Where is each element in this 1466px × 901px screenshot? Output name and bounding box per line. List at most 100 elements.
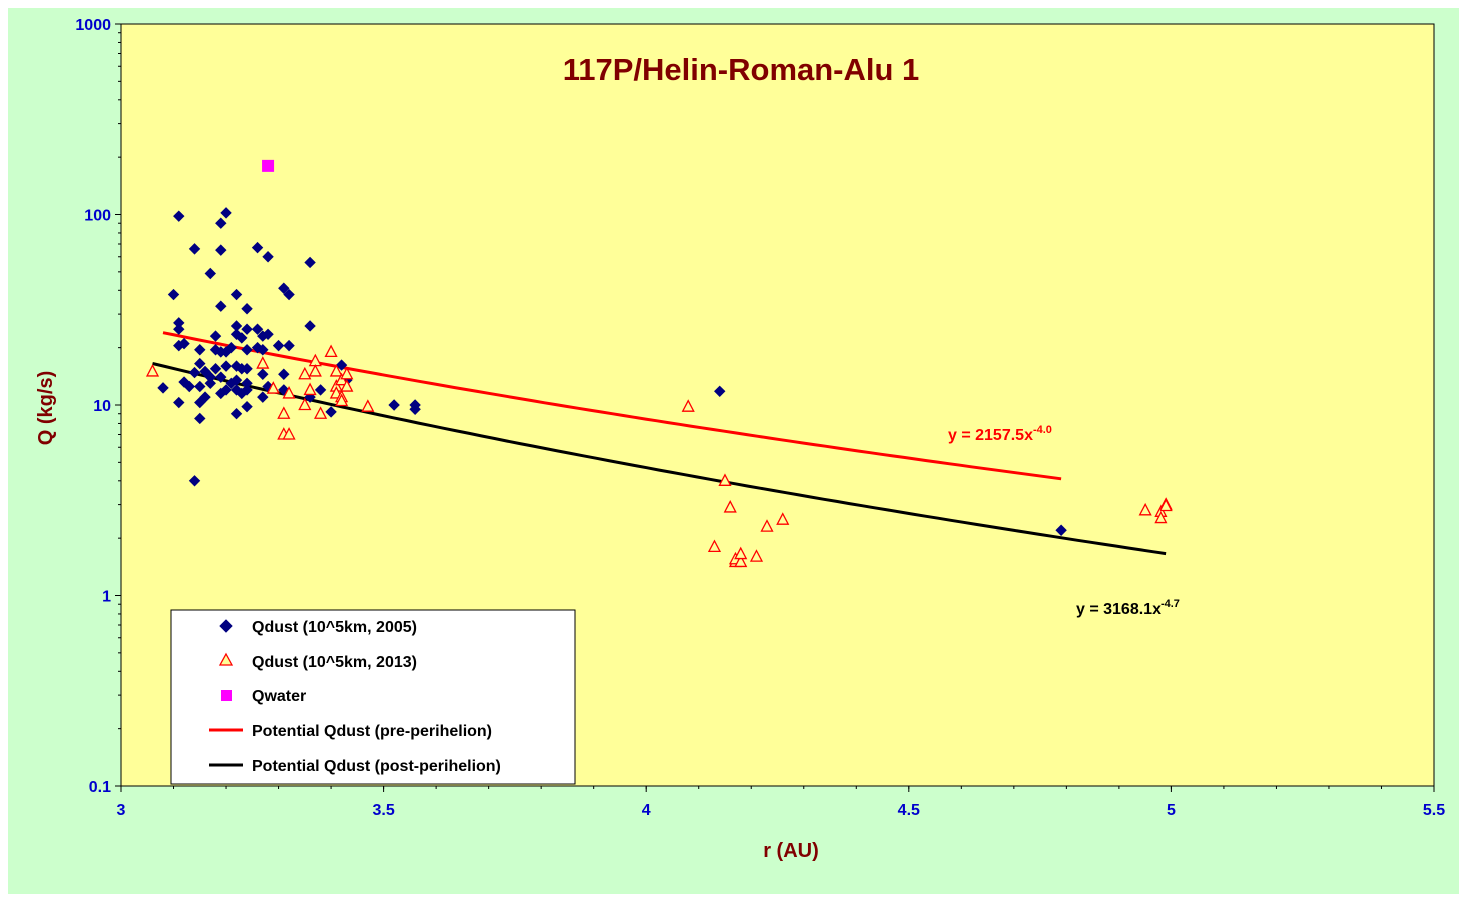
qdust-2005-point xyxy=(241,303,253,315)
qdust-2005-point xyxy=(257,344,269,356)
qdust-2013-point xyxy=(256,356,270,369)
y-tick-label: 10 xyxy=(93,398,111,415)
qdust-2013-point xyxy=(308,364,322,377)
ticks-layer: 0.1 1 10 100 1000 3 3.5 4 4.5 5 5.5 xyxy=(75,17,1445,819)
qdust-2005-point xyxy=(204,377,216,390)
chart-title: 117P/Helin-Roman-Alu 1 xyxy=(563,52,920,87)
qdust-2005-point xyxy=(204,371,216,383)
qdust-2005-point xyxy=(188,366,201,379)
qdust-2013-point xyxy=(324,344,338,358)
qdust-2005-point xyxy=(220,360,232,372)
qdust-2013-point xyxy=(361,399,375,412)
qdust-2005-point xyxy=(241,363,253,375)
qdust-2005-point xyxy=(251,323,264,335)
legend-item-qdust-2013: Qdust (10^5km, 2013) xyxy=(218,652,417,671)
qdust-2005-point xyxy=(194,344,206,356)
qdust-2005-point xyxy=(283,339,295,352)
qdust-2013-point xyxy=(298,397,312,411)
qdust-2013-point xyxy=(681,399,695,412)
x-tick-label: 4.5 xyxy=(898,802,920,819)
qdust-2005-point xyxy=(314,384,327,396)
qdust-2005-point xyxy=(304,320,316,332)
legend-item-qdust-2005: Qdust (10^5km, 2005) xyxy=(219,619,417,636)
qdust-2005-point xyxy=(241,400,253,413)
qdust-2005-point xyxy=(183,380,195,393)
qdust-2005-point xyxy=(167,288,180,301)
qdust-2005-point xyxy=(241,323,253,335)
qdust-2005-point xyxy=(236,332,248,344)
legend-diamond-marker xyxy=(219,619,233,633)
qdust-2013-point xyxy=(734,554,748,568)
qdust-2005-point xyxy=(194,412,206,425)
qdust-2005-point xyxy=(220,207,232,219)
legend-square-marker xyxy=(221,690,232,701)
qdust-2005-point xyxy=(262,328,274,341)
qdust-2005-point xyxy=(194,357,206,370)
y-tick-label: 1000 xyxy=(75,17,111,34)
qdust-2013-point xyxy=(723,500,737,513)
qdust-2005-point xyxy=(220,384,232,396)
trendline xyxy=(152,362,1167,556)
qdust-2005-point xyxy=(173,323,185,335)
qdust-2005-point xyxy=(215,300,227,312)
legend-box xyxy=(170,609,576,785)
x-tick-label: 3.5 xyxy=(372,802,394,819)
pre-perihelion-equation: y = 2157.5x-4.0 xyxy=(948,424,1052,444)
qdust-2005-point xyxy=(204,267,216,280)
qdust-2005-point xyxy=(215,217,227,229)
qdust-2005-point xyxy=(209,363,222,375)
qdust-2005-point xyxy=(188,475,201,487)
x-tick-label: 4 xyxy=(642,802,651,819)
legend-label-qdust-2013: Qdust (10^5km, 2013) xyxy=(252,654,417,671)
qdust-2005-point xyxy=(278,282,290,294)
qdust-2013-point xyxy=(749,549,764,562)
x-axis-title: r (AU) xyxy=(763,840,819,862)
y-tick-label: 0.1 xyxy=(89,779,111,796)
qdust-2005-point xyxy=(262,251,274,263)
y-tick-label: 1 xyxy=(102,589,111,606)
qdust-2013-point xyxy=(335,393,349,407)
qdust-2013-point xyxy=(734,546,748,560)
qdust-2005-point xyxy=(325,406,337,418)
qdust-2005-point xyxy=(178,376,190,388)
qdust-2013-point xyxy=(1159,498,1173,512)
legend-label-post-perihelion: Potential Qdust (post-perihelion) xyxy=(252,758,501,775)
qdust-2005-point xyxy=(388,399,400,411)
chart-svg: 0.1 1 10 100 1000 3 3.5 4 4.5 5 5.5 117P/Helin-Rom… xyxy=(35,17,1445,862)
qdust-2013-point xyxy=(314,406,328,419)
legend: Qdust (10^5km, 2005) Qdust (10^5km, 2013… xyxy=(170,609,576,785)
x-tick-label: 5.5 xyxy=(1423,802,1445,819)
qdust-2005-point xyxy=(199,391,211,403)
qdust-2005-point xyxy=(257,391,269,403)
qdust-2005-point xyxy=(215,371,227,383)
qdust-2005-point xyxy=(335,359,348,371)
qdust-2005-point xyxy=(257,368,269,380)
qdust-2013-point xyxy=(776,512,790,525)
qdust-2005-point xyxy=(230,408,243,420)
qdust-2005-point xyxy=(409,399,421,411)
qdust-2005-point xyxy=(230,288,243,301)
chart-area: 0.1 1 10 100 1000 3 3.5 4 4.5 5 5.5 117P/Helin-Rom… xyxy=(8,8,1459,894)
qdust-2013-point xyxy=(277,406,291,419)
qdust-2013-point xyxy=(718,473,732,486)
qdust-2005-point xyxy=(251,241,264,254)
qdust-2005-point xyxy=(241,344,253,356)
qdust-2005-point xyxy=(1055,524,1067,536)
legend-label-pre-perihelion: Potential Qdust (pre-perihelion) xyxy=(252,723,492,740)
legend-item-pre-perihelion: Potential Qdust (pre-perihelion) xyxy=(209,723,492,740)
qdust-2013-point xyxy=(760,519,774,532)
qdust-2005-point xyxy=(188,243,201,255)
qdust-2005-point xyxy=(209,330,222,342)
post-perihelion-equation: y = 3168.1x-4.7 xyxy=(1076,598,1180,618)
qdust-2013-point xyxy=(340,379,354,392)
qdust-2013-point xyxy=(298,366,312,380)
qdust-2013-point xyxy=(335,372,349,386)
legend-label-qdust-2005: Qdust (10^5km, 2005) xyxy=(252,619,417,636)
qdust-2005-point xyxy=(272,339,285,352)
qdust-2013-point xyxy=(145,364,160,377)
qdust-2013-point xyxy=(1138,502,1152,516)
x-tick-label: 5 xyxy=(1167,802,1176,819)
qdust-2005-point xyxy=(173,396,185,409)
qwater-point xyxy=(262,159,275,172)
qdust-2005-point xyxy=(283,288,295,301)
